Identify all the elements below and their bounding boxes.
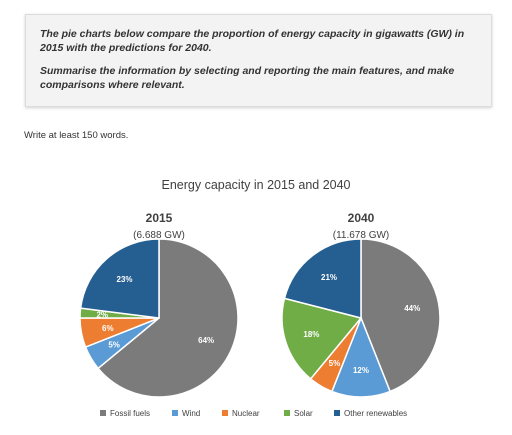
- label-2015-solar: 2%: [96, 310, 108, 319]
- legend-label-nuclear: Nuclear: [232, 409, 260, 418]
- legend-swatch-other-renewables: [334, 410, 340, 416]
- slice-2015-other-renewables: [79, 238, 160, 319]
- slice-2015-fossil-fuels: [97, 238, 239, 398]
- pie-2015-title: 2015: [146, 211, 173, 225]
- label-2015-wind: 5%: [108, 341, 120, 350]
- legend-label-wind: Wind: [182, 409, 200, 418]
- task-paragraph-2: Summarise the information by selecting a…: [40, 65, 455, 91]
- legend-swatch-fossil-fuels: [100, 410, 106, 416]
- legend-label-solar: Solar: [294, 409, 313, 418]
- pie-2040: 44% 12% 5% 18% 21%: [281, 238, 441, 398]
- label-2040-wind: 12%: [353, 366, 369, 375]
- slice-2040-solar: [281, 297, 363, 380]
- pie-2015-subtitle: (6.688 GW): [133, 230, 185, 241]
- pie-2040-title: 2040: [348, 211, 375, 225]
- word-count-instruction: Write at least 150 words.: [24, 130, 129, 141]
- label-2040-solar: 18%: [303, 330, 319, 339]
- task-prompt-box: The pie charts below compare the proport…: [25, 14, 492, 107]
- slice-2040-wind: [330, 315, 392, 398]
- slice-2040-fossil-fuels: [360, 238, 441, 393]
- legend-label-fossil-fuels: Fossil fuels: [110, 409, 150, 418]
- label-2015-nuclear: 6%: [102, 324, 114, 333]
- label-2040-fossil-fuels: 44%: [404, 304, 420, 313]
- pie-2015: 64% 5% 6% 2% 23%: [79, 238, 239, 398]
- legend-swatch-wind: [172, 410, 178, 416]
- legend-label-other-renewables: Other renewables: [344, 409, 407, 418]
- pie-2040-subtitle: (11.678 GW): [333, 230, 390, 241]
- chart-title: Energy capacity in 2015 and 2040: [161, 178, 350, 192]
- chart-legend: Fossil fuels Wind Nuclear Solar Other renewa…: [100, 409, 407, 418]
- slice-2040-other-renewables: [283, 238, 362, 319]
- label-2040-nuclear: 5%: [329, 359, 341, 368]
- task-paragraph-1: The pie charts below compare the proport…: [40, 28, 465, 54]
- label-2040-other-renewables: 21%: [321, 273, 337, 282]
- legend-swatch-solar: [284, 410, 290, 416]
- label-2015-other-renewables: 23%: [117, 275, 133, 284]
- label-2015-fossil-fuels: 64%: [198, 336, 214, 345]
- legend-swatch-nuclear: [222, 410, 228, 416]
